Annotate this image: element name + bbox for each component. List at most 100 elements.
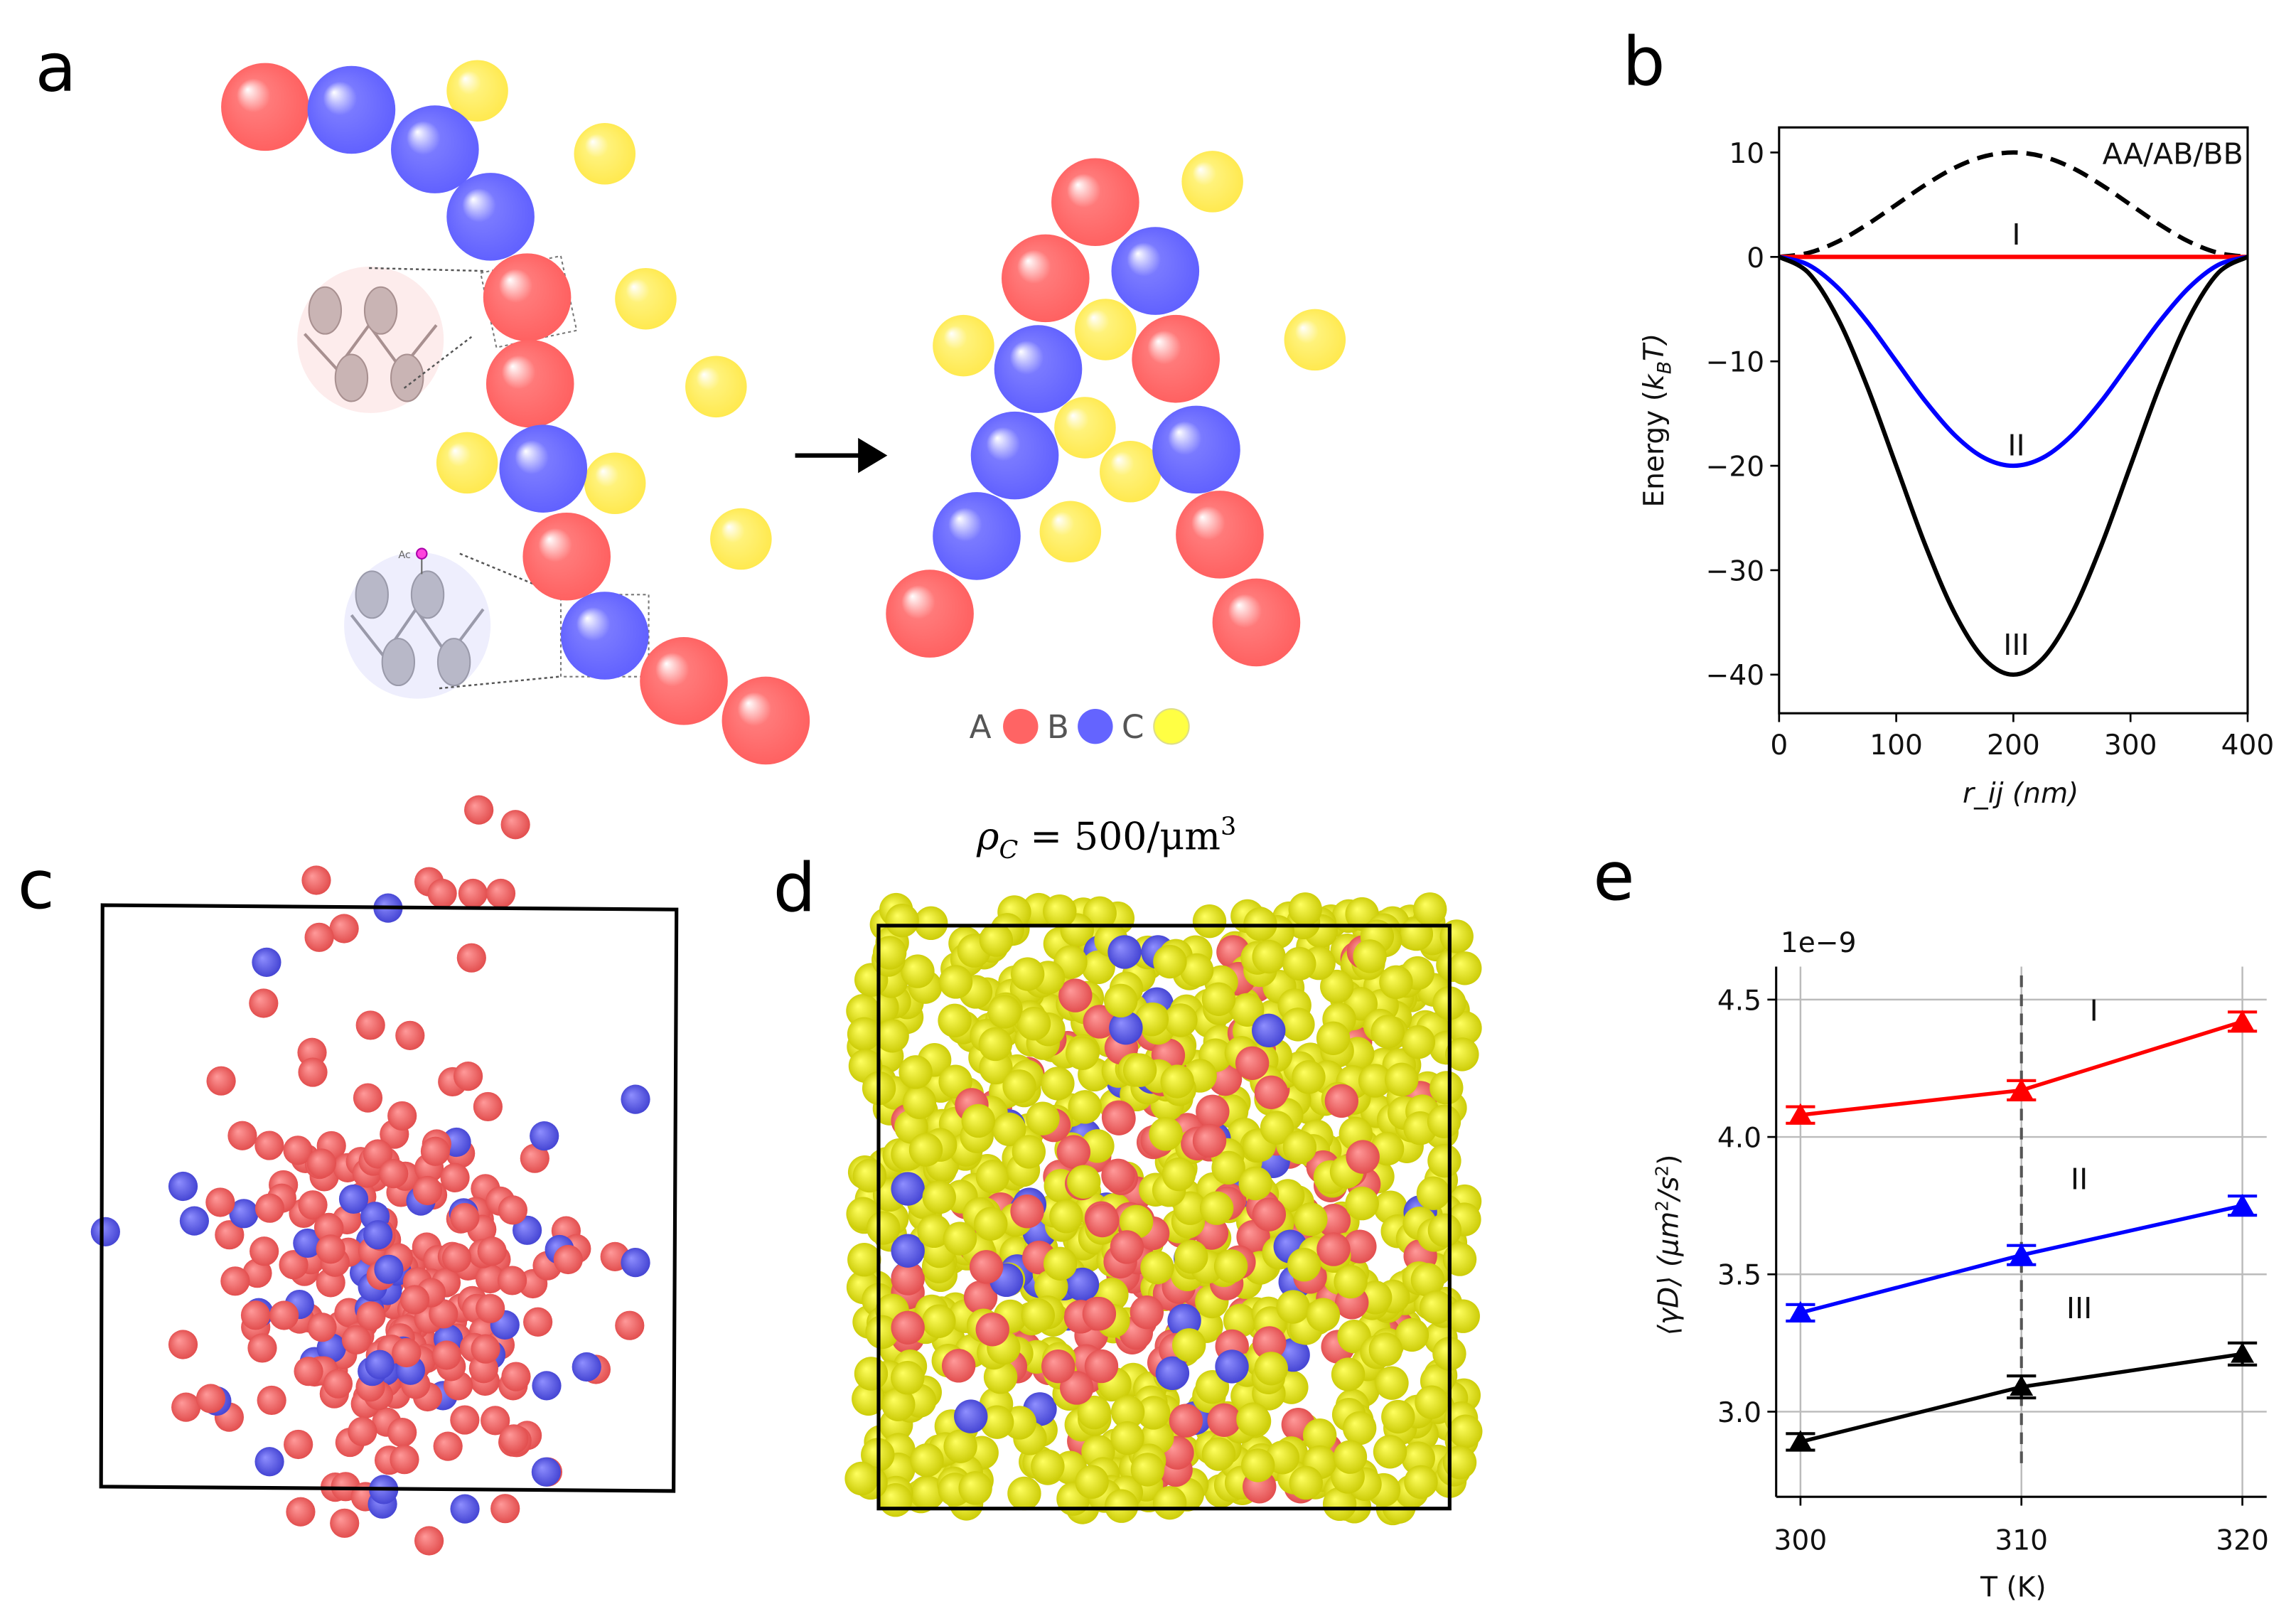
y-axis-label-rest: T) (1638, 333, 1670, 361)
particle-c (1153, 944, 1187, 979)
particle-a (1010, 1195, 1044, 1229)
particle-a (249, 988, 279, 1018)
particle-c (1119, 1204, 1154, 1239)
particle-a (1084, 1349, 1119, 1384)
data-point-triangle (2231, 1010, 2255, 1031)
bead-a-red (886, 570, 974, 658)
bead-a-red (1051, 158, 1139, 247)
y-axis-label-sup2: 2 (1651, 1165, 1672, 1177)
particle-a (429, 1299, 458, 1329)
particle-b (229, 1199, 259, 1229)
particle-a (501, 1362, 531, 1391)
y-axis-label: Energy (kBT) (1638, 333, 1675, 508)
particle-c (1201, 1437, 1236, 1471)
particle-c (1334, 1264, 1368, 1299)
bead-b-blue (1152, 405, 1240, 494)
particle-a (473, 1091, 503, 1122)
panel-label-c: c (18, 846, 55, 924)
particle-c (1241, 1448, 1275, 1482)
bead-b-blue (1111, 227, 1200, 315)
particle-a (420, 1136, 451, 1166)
particle-c (1164, 1003, 1198, 1037)
particle-a (891, 1261, 925, 1295)
particle-c (881, 1387, 916, 1421)
particle-b (1107, 935, 1142, 969)
particle-c (1292, 1060, 1326, 1094)
particle-a (353, 1083, 383, 1113)
particle-c (1448, 1011, 1482, 1045)
particle-a (387, 1417, 417, 1448)
particle-a (400, 1285, 430, 1315)
panel-b-energy-chart: r_ij (nm) 0 100 200 300 400100−10−20−30−40En… (1638, 126, 2275, 810)
particle-c (891, 1361, 925, 1395)
particle-a (433, 1431, 463, 1461)
bead-a-red (522, 512, 611, 601)
x-tick-label: 400 (2221, 729, 2275, 761)
particle-c (1342, 1411, 1377, 1445)
chain-beads (221, 60, 1346, 765)
particle-a (240, 1300, 271, 1330)
panel-c-simulation-snapshot (90, 795, 679, 1556)
particle-b (1252, 1013, 1286, 1048)
particle-b (168, 1171, 198, 1202)
series-line-ii (1779, 255, 2248, 469)
x-tick-label: 310 (1995, 1524, 2048, 1556)
panel-label-a: a (35, 29, 76, 107)
x-axis-label: T (K) (1980, 1571, 2046, 1603)
particles (844, 892, 1483, 1526)
particle-c (922, 1180, 956, 1214)
particle-a (247, 1333, 277, 1363)
particle-a (348, 1416, 377, 1446)
particle-c (911, 1475, 945, 1510)
particle-c (1427, 1104, 1461, 1138)
particle-a (891, 1310, 925, 1345)
panel-d-title: ρC = 500/μm3 (976, 813, 1236, 865)
simulation-box (876, 924, 1452, 1511)
particle-a (298, 1190, 328, 1220)
y-axis-label-main: Energy ( (1638, 390, 1670, 508)
data-point-triangle (1788, 1103, 1813, 1124)
particle-a (1130, 1295, 1164, 1330)
particle-a (1207, 1403, 1241, 1437)
particle-c (1353, 939, 1387, 973)
y-tick-label: −40 (1706, 660, 1765, 692)
y-tick-label: 3.5 (1717, 1260, 1761, 1292)
x-tick-label: 100 (1869, 729, 1923, 761)
particle-c (910, 1443, 944, 1477)
particle-c (1171, 1328, 1206, 1362)
particle-c (1322, 1487, 1357, 1521)
title-rho: ρ (976, 814, 999, 859)
particle-b (254, 1447, 284, 1477)
particle-a (458, 878, 488, 909)
particle-c (1333, 1440, 1368, 1474)
particle-c (1179, 953, 1214, 988)
particle-c (1077, 1395, 1112, 1430)
particle-c (1068, 1090, 1102, 1124)
particle-c (1192, 904, 1227, 939)
particle-a (341, 1325, 372, 1354)
y-tick-label: 4.5 (1717, 985, 1761, 1017)
particle-c (1026, 1101, 1060, 1135)
particle-a (975, 1313, 1009, 1347)
y-tick-label: −20 (1706, 451, 1765, 483)
particle-c (1282, 1130, 1317, 1165)
particle-a (471, 1334, 500, 1364)
particle-c (1174, 1239, 1208, 1274)
particle-a (431, 1340, 461, 1370)
inset-active-chromatin (297, 255, 578, 413)
particle-a (379, 1158, 409, 1189)
particle-c (979, 923, 1014, 957)
acetyl-mark-icon (416, 547, 428, 560)
particle-a (1169, 1404, 1203, 1438)
panel-a-schematic: Ac A B C (221, 60, 1346, 765)
data-point-triangle (2231, 1342, 2255, 1363)
particle-a (476, 1293, 505, 1323)
particle-a (387, 1101, 417, 1131)
legend-swatch-b (1078, 708, 1113, 744)
particle-a (615, 1310, 645, 1340)
particle-c (885, 903, 919, 938)
particle-a (329, 914, 359, 944)
particle-c (1031, 1449, 1065, 1483)
particle-a (1235, 1046, 1270, 1080)
particle-b (1215, 1350, 1249, 1384)
